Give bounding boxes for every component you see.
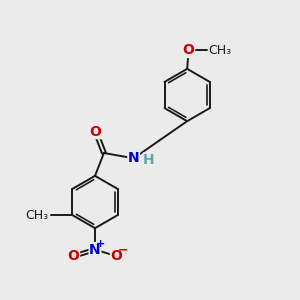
Text: O: O: [110, 249, 122, 263]
Text: +: +: [96, 239, 105, 249]
Text: H: H: [143, 153, 155, 167]
Text: O: O: [90, 124, 101, 139]
Text: N: N: [128, 151, 140, 165]
Text: −: −: [118, 244, 128, 257]
Text: O: O: [183, 44, 195, 57]
Text: N: N: [89, 243, 101, 256]
Text: O: O: [68, 249, 80, 263]
Text: CH₃: CH₃: [208, 44, 232, 57]
Text: CH₃: CH₃: [26, 208, 49, 222]
